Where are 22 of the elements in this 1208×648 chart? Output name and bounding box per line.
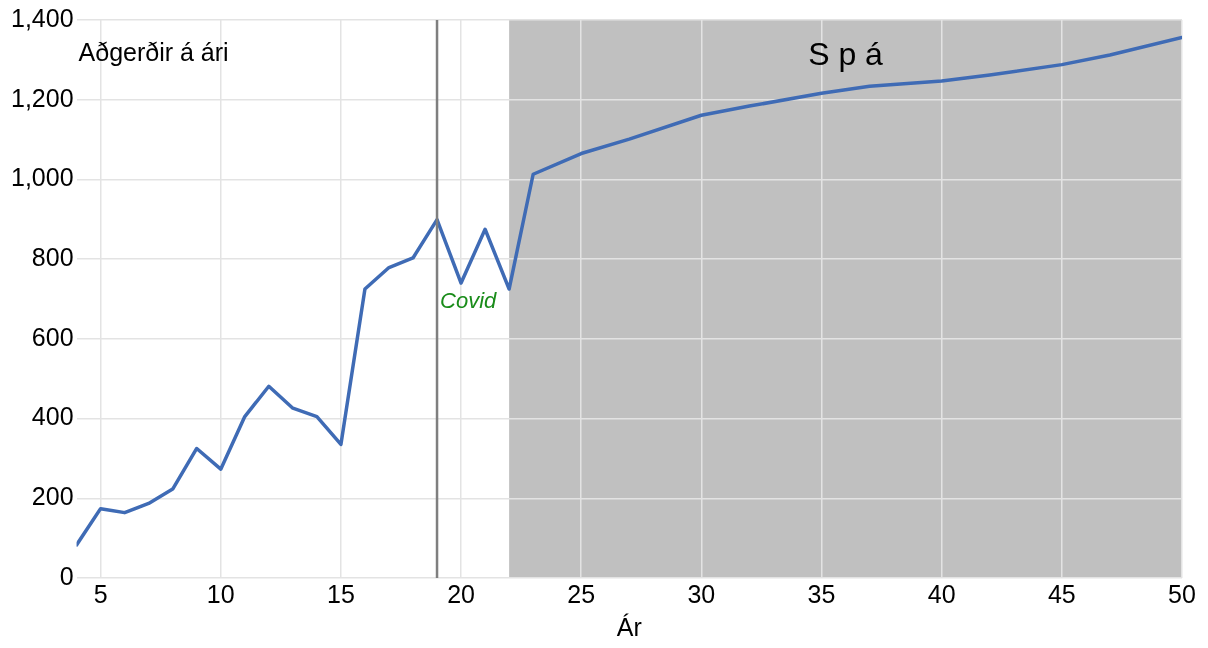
x-tick-label: 20 [447,579,475,608]
annotation: Covid [440,287,498,313]
x-tick-label: 5 [93,579,108,608]
text: Aðgerðir á ári [78,37,229,66]
x-tick-label: 30 [687,579,716,608]
y-tick-label: 1,200 [11,83,74,112]
x-tick-label: 50 [1168,579,1196,608]
band-label: S p á [808,35,884,72]
y-tick-label: 600 [31,322,74,351]
y-tick-label: 200 [31,482,74,511]
x-axis-title: Ár [616,612,642,641]
x-tick-label: 45 [1047,579,1076,608]
x-tick-label: 35 [807,579,836,608]
x-tick-label: 25 [567,579,596,608]
x-tick-label: 15 [327,579,355,608]
y-tick-label: 800 [31,243,74,272]
y-tick-label: 400 [31,402,74,431]
y-tick-label: 1,000 [11,163,74,192]
y-tick-label: 0 [59,561,74,590]
y-tick-label: 1,400 [11,3,74,32]
x-tick-label: 40 [927,579,956,608]
x-tick-label: 10 [206,579,235,608]
